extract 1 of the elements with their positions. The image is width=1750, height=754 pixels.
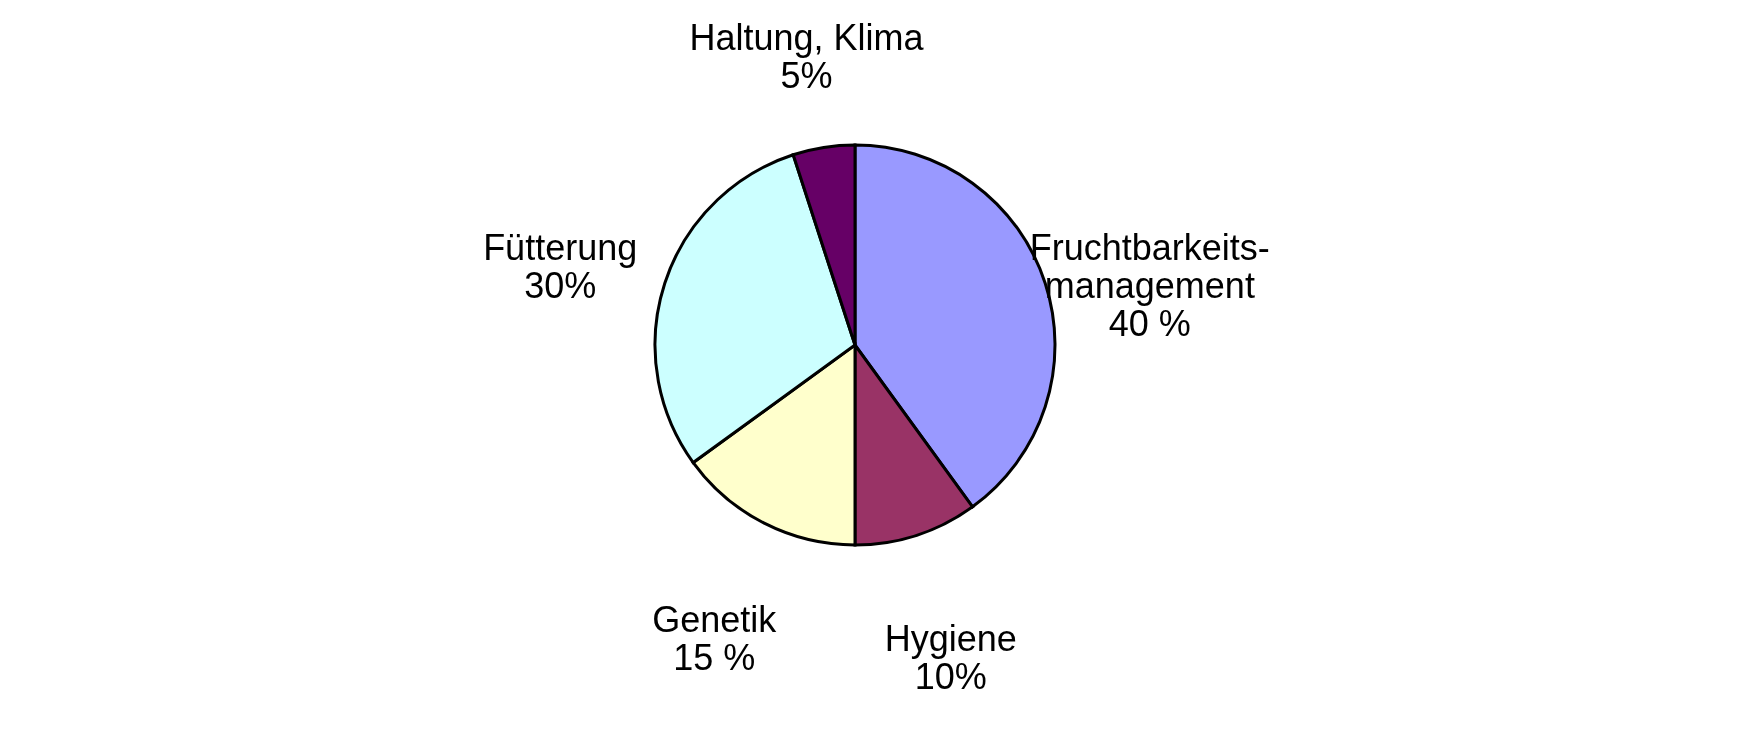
slice-label: Fruchtbarkeits-management — [1029, 227, 1270, 307]
